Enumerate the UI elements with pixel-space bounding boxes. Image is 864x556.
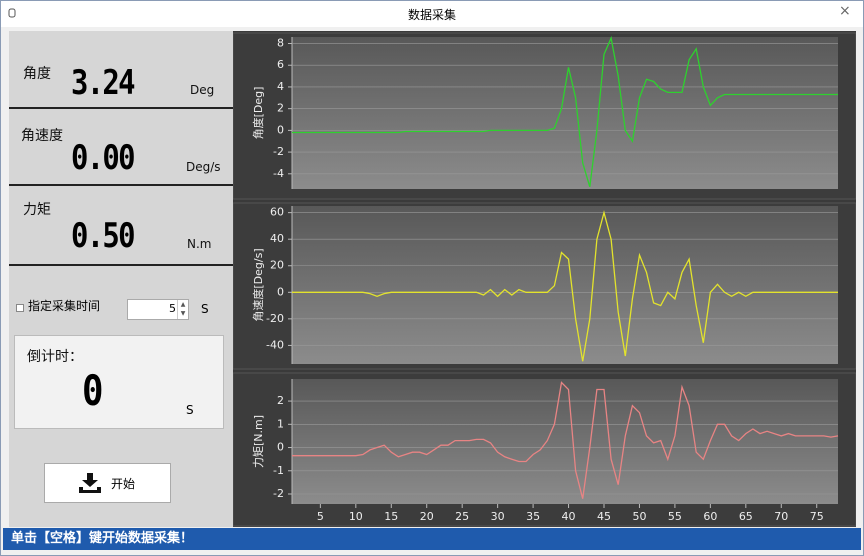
x-tick-label: 70 [774, 510, 788, 523]
status-bar: 单击【空格】键开始数据采集！ [3, 528, 861, 550]
y-tick-label: 0 [277, 123, 284, 136]
separator [9, 184, 233, 186]
spinner-arrows[interactable]: ▲ ▼ [177, 300, 188, 319]
x-tick-label: 55 [668, 510, 682, 523]
plot-area [292, 37, 838, 189]
x-tick-label: 5 [317, 510, 324, 523]
x-tick-label: 65 [739, 510, 753, 523]
readout-value: 3.24 [71, 63, 136, 103]
x-tick-label: 45 [597, 510, 611, 523]
readout-value: 0.00 [71, 138, 136, 178]
window-title: 数据采集 [407, 8, 456, 22]
y-tick-label: 8 [277, 37, 284, 50]
charts: -4-202468角度[Deg]-40-200204060角速度[Deg/s]-… [232, 32, 857, 527]
start-button[interactable]: 开始 [44, 463, 171, 503]
checkbox[interactable] [16, 304, 24, 312]
readout-label: 力矩 [23, 202, 51, 218]
y-tick-label: 0 [277, 285, 284, 298]
y-tick-label: 1 [277, 417, 284, 430]
x-tick-label: 35 [526, 510, 540, 523]
countdown-unit: S [186, 403, 194, 417]
y-tick-label: -1 [273, 464, 284, 477]
x-tick-label: 30 [491, 510, 505, 523]
readout-label: 角度 [23, 66, 51, 82]
y-axis-label: 角速度[Deg/s] [251, 248, 265, 321]
y-axis-label: 角度[Deg] [251, 87, 265, 140]
title-bar: 数据采集 × [1, 1, 863, 27]
plot-area [292, 206, 838, 364]
readout-unit: Deg [190, 83, 215, 97]
countdown-value: 0 [82, 366, 104, 415]
app-icon [8, 8, 16, 18]
plot-area [292, 379, 838, 504]
y-tick-label: 0 [277, 441, 284, 454]
y-tick-label: 2 [277, 102, 284, 115]
y-tick-label: 4 [277, 80, 284, 93]
countdown-box: 倒计时： 0 S [14, 335, 224, 429]
spinner[interactable]: 5 ▲ ▼ [127, 299, 189, 320]
readout-label: 角速度 [21, 128, 63, 144]
y-axis-label: 力矩[N.m] [252, 415, 265, 468]
x-tick-label: 60 [703, 510, 717, 523]
data-line [292, 381, 839, 499]
download-icon [79, 473, 101, 493]
y-tick-label: 40 [270, 232, 284, 245]
x-tick-label: 50 [632, 510, 646, 523]
data-line [292, 210, 838, 362]
separator [9, 107, 233, 109]
y-tick-label: -40 [266, 338, 284, 351]
readout-panel: 角度 3.24 Deg 角速度 0.00 Deg/s 力矩 0.50 N.m 指… [9, 31, 233, 527]
x-tick-label: 40 [562, 510, 576, 523]
spinner-unit: S [201, 302, 209, 316]
data-line [292, 35, 838, 187]
y-tick-label: 20 [270, 259, 284, 272]
x-tick-label: 20 [420, 510, 434, 523]
y-tick-label: 2 [277, 394, 284, 407]
countdown-label: 倒计时： [27, 349, 83, 365]
x-tick-label: 25 [455, 510, 469, 523]
button-label: 开始 [111, 477, 136, 491]
x-tick-label: 75 [810, 510, 824, 523]
close-button[interactable]: × [839, 3, 851, 19]
y-tick-label: -4 [273, 167, 284, 180]
y-tick-label: -2 [273, 145, 284, 158]
readout-unit: Deg/s [186, 160, 221, 174]
x-tick-label: 15 [384, 510, 398, 523]
y-tick-label: -20 [266, 312, 284, 325]
x-tick-label: 10 [349, 510, 363, 523]
separator [9, 264, 233, 266]
checkbox-label: 指定采集时间 [28, 299, 101, 313]
y-tick-label: 60 [270, 206, 284, 219]
chart-area: -4 -2 0 2 4 6 8 角度[Deg] -40 -20 0 20 40 60 角速度[Deg/s] -… [232, 31, 857, 527]
y-tick-label: 6 [277, 58, 284, 71]
spinner-value: 5 [169, 302, 176, 315]
y-tick-label: -2 [273, 487, 284, 500]
readout-unit: N.m [187, 237, 212, 251]
readout-value: 0.50 [71, 216, 136, 256]
